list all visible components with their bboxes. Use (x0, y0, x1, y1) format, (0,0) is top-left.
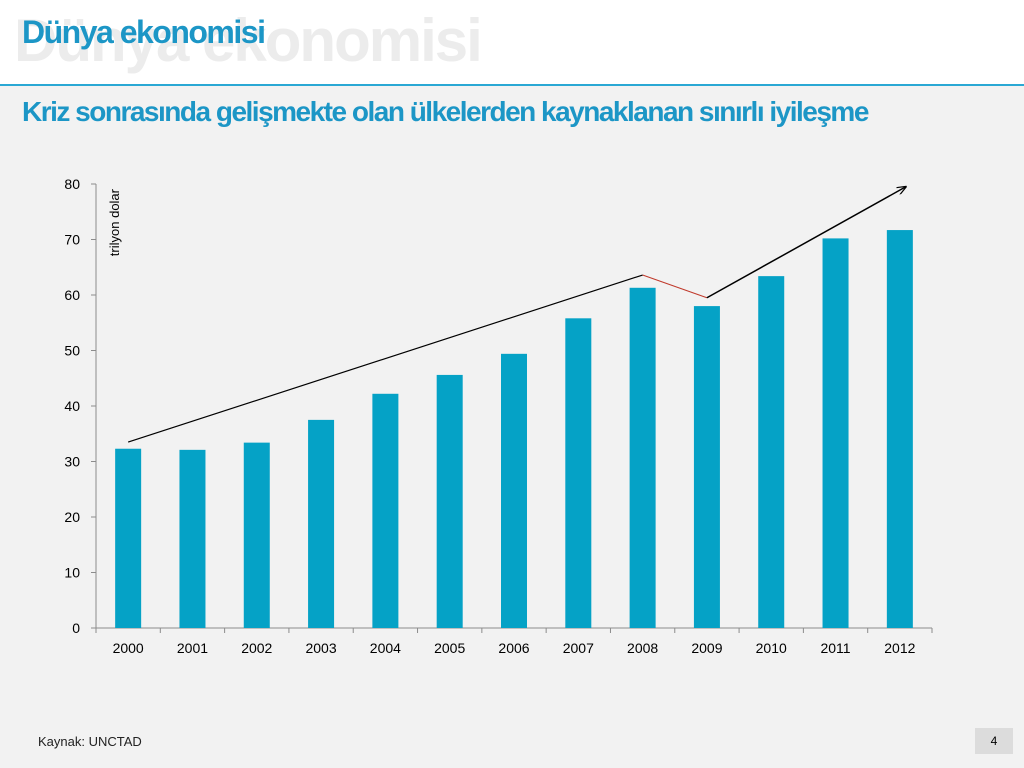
x-tick-label: 2009 (691, 640, 722, 656)
title-watermark: Dünya ekonomisi (14, 7, 483, 74)
x-tick-label: 2006 (498, 640, 529, 656)
x-tick-label: 2003 (305, 640, 336, 656)
decline-line (642, 274, 708, 299)
y-tick-label: 80 (64, 176, 80, 192)
y-tick-label: 30 (64, 454, 80, 470)
source-note: Kaynak: UNCTAD (38, 734, 142, 749)
x-tick-label: 2005 (434, 640, 465, 656)
y-tick-label: 10 (64, 565, 80, 581)
bar-2004 (372, 393, 399, 628)
header-band (0, 0, 1024, 84)
y-tick-label: 60 (64, 287, 80, 303)
bar-2009 (693, 306, 720, 628)
bar-2003 (308, 419, 335, 628)
bar-2011 (822, 238, 849, 628)
x-tick-label: 2001 (177, 640, 208, 656)
recovery-arrow (706, 187, 906, 299)
x-tick-label: 2007 (563, 640, 594, 656)
bar-2012 (886, 230, 913, 628)
bar-2010 (758, 276, 785, 628)
bar-2001 (179, 449, 206, 628)
y-tick-label: 50 (64, 343, 80, 359)
slide-subtitle: Kriz sonrasında gelişmekte olan ülkelerd… (22, 96, 869, 127)
y-tick-label: 70 (64, 232, 80, 248)
x-tick-label: 2004 (370, 640, 401, 656)
y-axis-label: trilyon dolar (107, 188, 122, 256)
x-tick-label: 2008 (627, 640, 658, 656)
bar-2007 (565, 318, 592, 628)
x-tick-label: 2000 (113, 640, 144, 656)
x-tick-label: 2002 (241, 640, 272, 656)
x-tick-label: 2011 (820, 640, 850, 656)
y-tick-label: 20 (64, 509, 80, 525)
x-tick-label: 2010 (756, 640, 787, 656)
x-tick-label: 2012 (884, 640, 915, 656)
bar-2005 (436, 374, 463, 628)
bar-2000 (115, 448, 142, 628)
bar-2008 (629, 287, 656, 628)
page-number: 4 (975, 728, 1013, 754)
y-tick-label: 0 (72, 620, 80, 636)
y-tick-label: 40 (64, 398, 80, 414)
slide-title: Dünya ekonomisi (22, 14, 266, 50)
bar-2002 (243, 442, 270, 628)
trend-line (127, 274, 643, 443)
header-divider (0, 84, 1024, 86)
bar-2006 (501, 353, 527, 628)
